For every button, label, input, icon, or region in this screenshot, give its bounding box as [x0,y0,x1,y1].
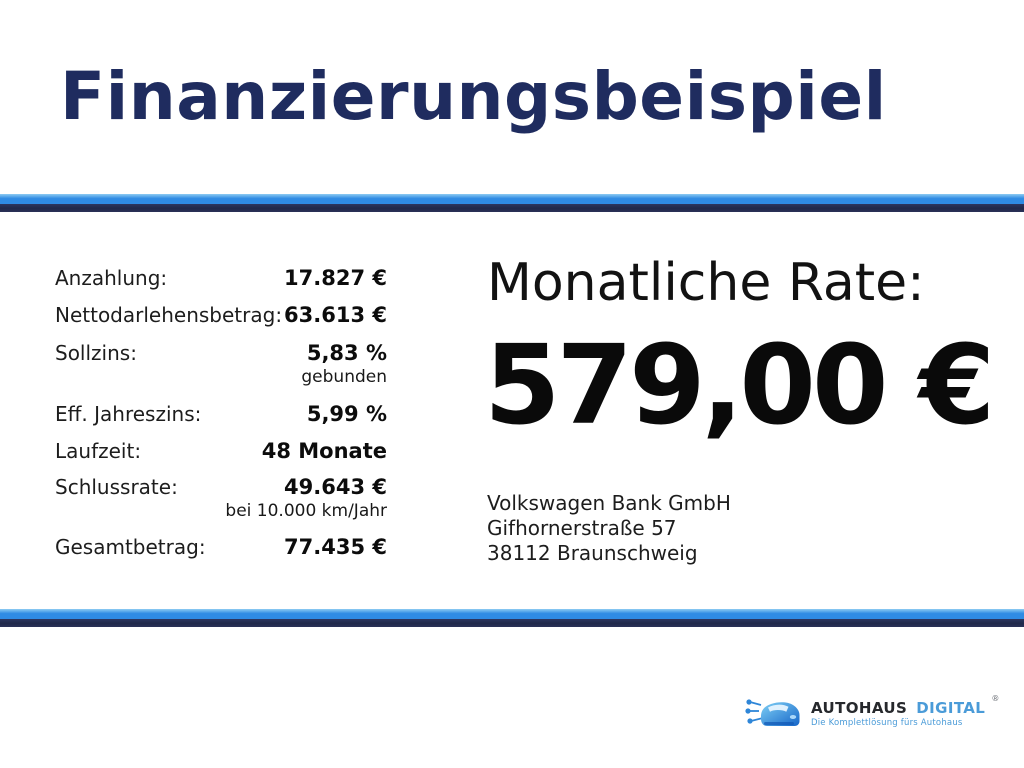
autohaus-digital-logo: AUTOHAUS DIGITAL ® Die Komplettlösung fü… [744,691,999,731]
finance-row-gesamtbetrag: Gesamtbetrag: 77.435 € [55,535,387,559]
bottom-divider-blue-stripe [0,609,1024,619]
top-divider [0,194,1024,212]
bank-address: Volkswagen Bank GmbH Gifhornerstraße 57 … [487,491,731,566]
bank-street: Gifhornerstraße 57 [487,516,677,540]
finance-row-sollzins: Sollzins: 5,83 % gebunden [55,341,387,387]
finance-value: 48 Monate [261,439,387,463]
finance-label: Anzahlung: [55,266,168,290]
finance-label: Laufzeit: [55,439,142,463]
finance-value: 5,99 % [306,402,387,426]
finance-value: 5,83 % [306,341,387,365]
finance-value: 49.643 € [284,475,387,499]
registered-trademark-icon: ® [991,694,1000,703]
finance-label: Gesamtbetrag: [55,535,206,559]
top-divider-navy-stripe [0,204,1024,212]
logo-text-block: AUTOHAUS DIGITAL ® Die Komplettlösung fü… [811,691,999,728]
page-title: Finanzierungsbeispiel [60,58,887,135]
bank-name: Volkswagen Bank GmbH [487,491,731,515]
finance-value: 17.827 € [284,266,387,290]
finance-row-schlussrate: Schlussrate: 49.643 € bei 10.000 km/Jahr [55,475,387,521]
finance-value: 77.435 € [284,535,387,559]
finance-label: Sollzins: [55,341,137,365]
bottom-divider [0,609,1024,627]
logo-brand-secondary: DIGITAL [916,699,986,717]
finance-row-laufzeit: Laufzeit: 48 Monate [55,439,387,463]
finance-row-nettodarlehensbetrag: Nettodarlehensbetrag: 63.613 € [55,303,387,327]
logo-brand-primary: AUTOHAUS [811,699,908,717]
finance-value-note: gebunden [301,367,387,387]
finance-row-eff-jahreszins: Eff. Jahreszins: 5,99 % [55,402,387,426]
bottom-divider-navy-stripe [0,619,1024,627]
car-circuit-icon [745,699,800,726]
monthly-rate-heading: Monatliche Rate: [487,253,925,313]
logo-tagline: Die Komplettlösung fürs Autohaus [811,718,963,728]
finance-label: Nettodarlehensbetrag: [55,303,283,327]
finance-value: 63.613 € [284,303,387,327]
logo-brand-line: AUTOHAUS DIGITAL ® [811,694,999,717]
monthly-rate-amount: 579,00 € [484,321,995,449]
finance-label: Eff. Jahreszins: [55,402,202,426]
finance-value-note: bei 10.000 km/Jahr [225,501,387,521]
bank-city: 38112 Braunschweig [487,541,698,565]
top-divider-blue-stripe [0,194,1024,204]
finance-row-anzahlung: Anzahlung: 17.827 € [55,266,387,290]
finance-label: Schlussrate: [55,475,178,499]
